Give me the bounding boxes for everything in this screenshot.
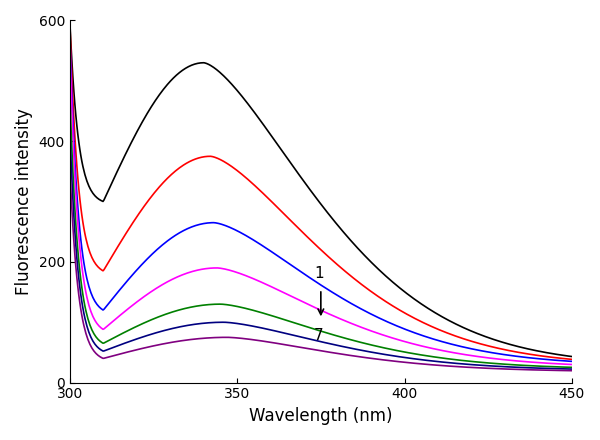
X-axis label: Wavelength (nm): Wavelength (nm) xyxy=(249,407,392,425)
Y-axis label: Fluorescence intensity: Fluorescence intensity xyxy=(15,108,33,295)
Text: 7: 7 xyxy=(314,328,324,343)
Text: 1: 1 xyxy=(314,266,324,281)
